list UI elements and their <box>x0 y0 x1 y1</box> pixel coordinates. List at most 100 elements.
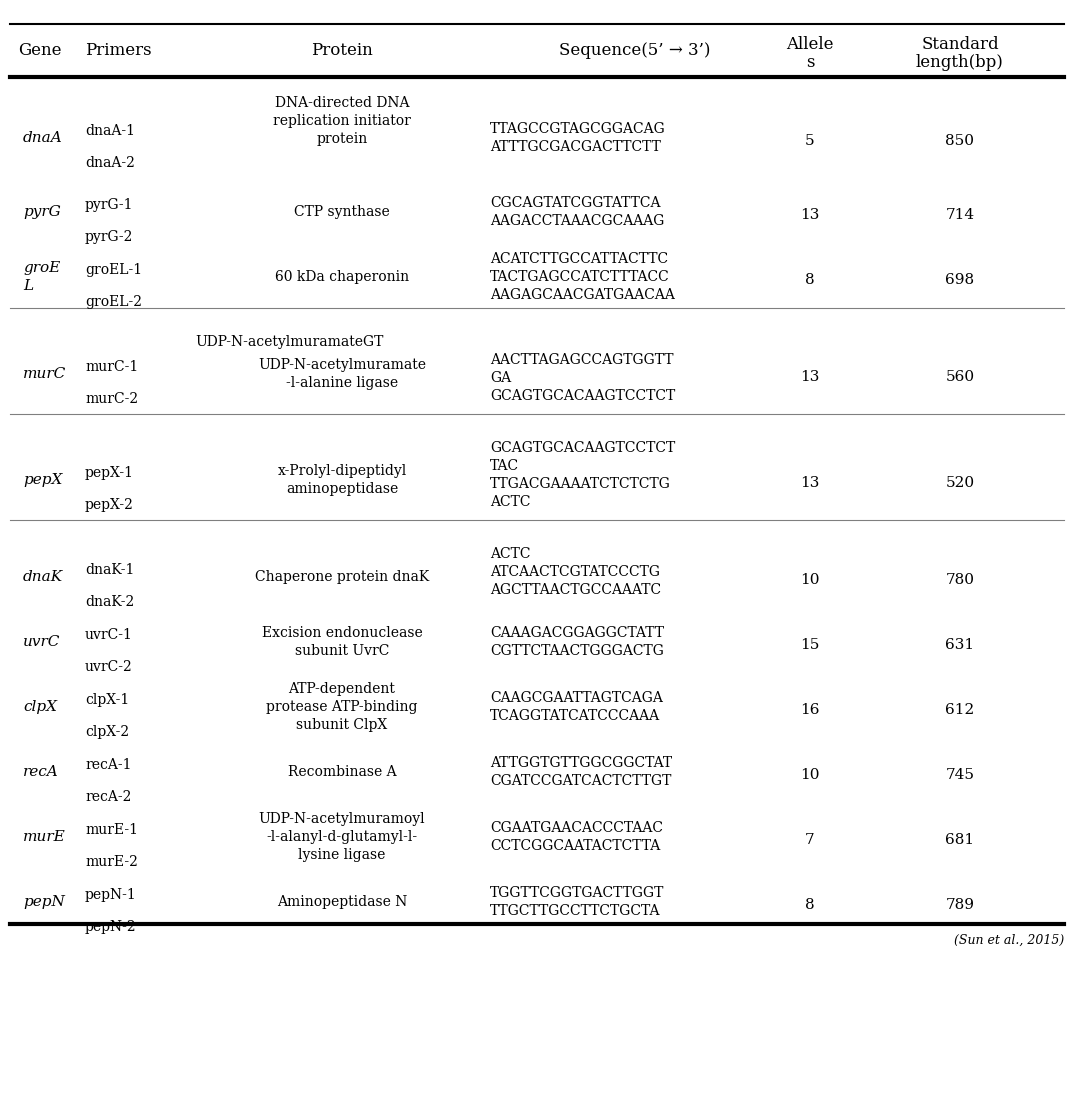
Text: ATP-dependent: ATP-dependent <box>289 682 395 696</box>
Text: aminopeptidase: aminopeptidase <box>286 482 398 496</box>
Text: 850: 850 <box>945 134 974 148</box>
Text: ACTC: ACTC <box>490 547 531 560</box>
Text: x-Prolyl-dipeptidyl: x-Prolyl-dipeptidyl <box>277 464 407 478</box>
Text: length(bp): length(bp) <box>916 54 1004 71</box>
Text: ATTGGTGTTGGCGGCTAT: ATTGGTGTTGGCGGCTAT <box>490 756 672 770</box>
Text: GCAGTGCACAAGTCCTCT: GCAGTGCACAAGTCCTCT <box>490 389 676 403</box>
Text: murE-1: murE-1 <box>85 823 137 837</box>
Text: CAAAGACGGAGGCTATT: CAAAGACGGAGGCTATT <box>490 626 664 640</box>
Text: CCTCGGCAATACTCTTA: CCTCGGCAATACTCTTA <box>490 839 661 853</box>
Text: murC: murC <box>23 367 67 381</box>
Text: TGGTTCGGTGACTTGGT: TGGTTCGGTGACTTGGT <box>490 886 665 900</box>
Text: replication initiator: replication initiator <box>273 114 411 127</box>
Text: -l-alanine ligase: -l-alanine ligase <box>286 376 398 390</box>
Text: L: L <box>23 279 33 293</box>
Text: Chaperone protein dnaK: Chaperone protein dnaK <box>255 570 430 584</box>
Text: UDP-N-acetylmuramateGT: UDP-N-acetylmuramateGT <box>195 335 383 349</box>
Text: Allele: Allele <box>786 36 833 53</box>
Text: TTGCTTGCCTTCTGCTA: TTGCTTGCCTTCTGCTA <box>490 904 661 918</box>
Text: TTAGCCGTAGCGGACAG: TTAGCCGTAGCGGACAG <box>490 122 666 136</box>
Text: uvrC-2: uvrC-2 <box>85 660 133 675</box>
Text: pepN: pepN <box>23 895 64 909</box>
Text: dnaK-1: dnaK-1 <box>85 563 134 577</box>
Text: s: s <box>806 54 814 71</box>
Text: 10: 10 <box>800 573 819 587</box>
Text: dnaA: dnaA <box>23 131 62 145</box>
Text: pyrG: pyrG <box>23 206 61 219</box>
Text: UDP-N-acetylmuramoyl: UDP-N-acetylmuramoyl <box>259 812 425 826</box>
Text: 5: 5 <box>806 134 815 148</box>
Text: 745: 745 <box>945 768 974 782</box>
Text: 13: 13 <box>800 476 819 490</box>
Text: pyrG-2: pyrG-2 <box>85 231 133 244</box>
Text: murE: murE <box>23 830 66 844</box>
Text: 60 kDa chaperonin: 60 kDa chaperonin <box>275 270 409 284</box>
Text: 8: 8 <box>806 898 815 912</box>
Text: Aminopeptidase N: Aminopeptidase N <box>277 895 407 909</box>
Text: Primers: Primers <box>85 42 151 59</box>
Text: 8: 8 <box>806 273 815 287</box>
Text: dnaK: dnaK <box>23 570 63 584</box>
Text: clpX: clpX <box>23 700 57 714</box>
Text: 10: 10 <box>800 768 819 782</box>
Text: AAGACCTAAACGCAAAG: AAGACCTAAACGCAAAG <box>490 214 665 227</box>
Text: clpX-1: clpX-1 <box>85 693 129 707</box>
Text: Excision endonuclease: Excision endonuclease <box>262 626 422 640</box>
Text: CGATCCGATCACTCTTGT: CGATCCGATCACTCTTGT <box>490 774 671 788</box>
Text: pepN-1: pepN-1 <box>85 888 136 902</box>
Text: protease ATP-binding: protease ATP-binding <box>266 700 418 714</box>
Text: 7: 7 <box>806 833 815 847</box>
Text: recA: recA <box>23 765 59 779</box>
Text: 698: 698 <box>945 273 974 287</box>
Text: 681: 681 <box>945 833 974 847</box>
Text: subunit UvrC: subunit UvrC <box>294 644 389 658</box>
Text: murE-2: murE-2 <box>85 855 137 869</box>
Text: GCAGTGCACAAGTCCTCT: GCAGTGCACAAGTCCTCT <box>490 441 676 455</box>
Text: CAAGCGAATTAGTCAGA: CAAGCGAATTAGTCAGA <box>490 691 663 704</box>
Text: 15: 15 <box>800 639 819 652</box>
Text: subunit ClpX: subunit ClpX <box>296 718 388 732</box>
Text: pepX: pepX <box>23 473 62 487</box>
Text: recA-1: recA-1 <box>85 758 131 771</box>
Text: AACTTAGAGCCAGTGGTT: AACTTAGAGCCAGTGGTT <box>490 353 673 367</box>
Text: pyrG-1: pyrG-1 <box>85 198 133 212</box>
Text: Protein: Protein <box>311 42 373 59</box>
Text: -l-alanyl-d-glutamyl-l-: -l-alanyl-d-glutamyl-l- <box>266 830 418 844</box>
Text: AGCTTAACTGCCAAATC: AGCTTAACTGCCAAATC <box>490 582 662 597</box>
Text: 780: 780 <box>945 573 974 587</box>
Text: dnaK-2: dnaK-2 <box>85 596 134 610</box>
Text: groE: groE <box>23 260 60 275</box>
Text: TTGACGAAAATCTCTCTG: TTGACGAAAATCTCTCTG <box>490 477 671 491</box>
Text: Gene: Gene <box>18 42 61 59</box>
Text: TCAGGTATCATCCCAAA: TCAGGTATCATCCCAAA <box>490 709 661 723</box>
Text: dnaA-1: dnaA-1 <box>85 124 135 138</box>
Text: protein: protein <box>317 132 367 146</box>
Text: ACATCTTGCCATTACTTC: ACATCTTGCCATTACTTC <box>490 252 668 266</box>
Text: 612: 612 <box>945 703 974 717</box>
Text: 714: 714 <box>945 208 974 222</box>
Text: AAGAGCAACGATGAACAA: AAGAGCAACGATGAACAA <box>490 288 674 302</box>
Text: 520: 520 <box>945 476 974 490</box>
Text: Standard: Standard <box>921 36 999 53</box>
Text: dnaA-2: dnaA-2 <box>85 156 135 170</box>
Text: Recombinase A: Recombinase A <box>288 765 396 779</box>
Text: pepX-1: pepX-1 <box>85 466 134 480</box>
Text: groEL-2: groEL-2 <box>85 296 142 310</box>
Text: CGCAGTATCGGTATTCA: CGCAGTATCGGTATTCA <box>490 196 661 210</box>
Text: (Sun et al., 2015): (Sun et al., 2015) <box>954 934 1064 947</box>
Text: DNA-directed DNA: DNA-directed DNA <box>275 96 409 110</box>
Text: CTP synthase: CTP synthase <box>294 206 390 219</box>
Text: 560: 560 <box>945 370 974 384</box>
Text: ATTTGCGACGACTTCTT: ATTTGCGACGACTTCTT <box>490 140 661 154</box>
Text: uvrC: uvrC <box>23 635 60 650</box>
Text: lysine ligase: lysine ligase <box>299 848 386 862</box>
Text: 13: 13 <box>800 208 819 222</box>
Text: pepN-2: pepN-2 <box>85 920 136 934</box>
Text: murC-2: murC-2 <box>85 392 139 407</box>
Text: UDP-N-acetylmuramate: UDP-N-acetylmuramate <box>258 358 426 371</box>
Text: ACTC: ACTC <box>490 495 531 509</box>
Text: 13: 13 <box>800 370 819 384</box>
Text: TAC: TAC <box>490 459 519 473</box>
Text: Sequence(5’ → 3’): Sequence(5’ → 3’) <box>560 42 711 59</box>
Text: CGAATGAACACCCTAAC: CGAATGAACACCCTAAC <box>490 821 663 835</box>
